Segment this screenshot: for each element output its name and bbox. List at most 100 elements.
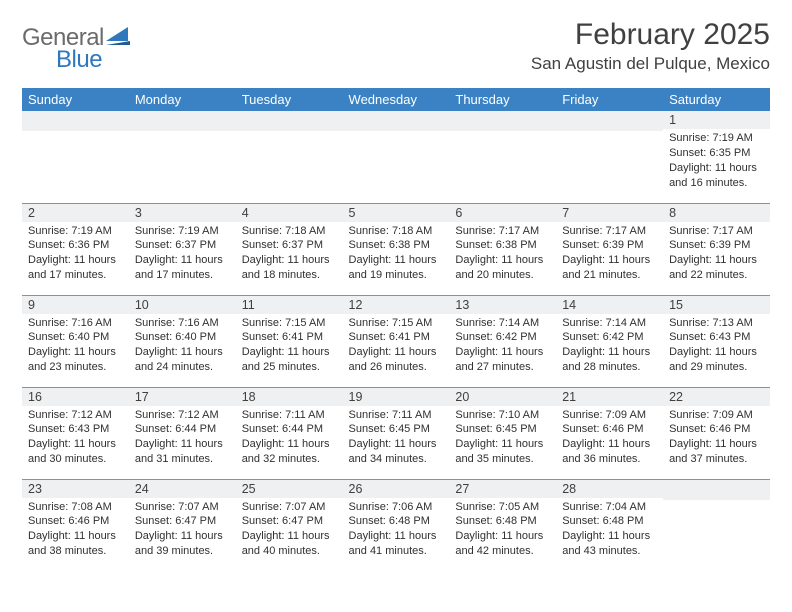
calendar-day-cell <box>663 479 770 571</box>
sunrise-line: Sunrise: 7:15 AM <box>242 316 337 331</box>
calendar-day-cell <box>556 111 663 203</box>
calendar-week-row: 1Sunrise: 7:19 AMSunset: 6:35 PMDaylight… <box>22 111 770 203</box>
calendar-day-cell: 11Sunrise: 7:15 AMSunset: 6:41 PMDayligh… <box>236 295 343 387</box>
daylight-line: Daylight: 11 hours and 23 minutes. <box>28 345 123 375</box>
sunset-line: Sunset: 6:43 PM <box>28 422 123 437</box>
day-details: Sunrise: 7:17 AMSunset: 6:39 PMDaylight:… <box>663 222 770 287</box>
sunrise-line: Sunrise: 7:04 AM <box>562 500 657 515</box>
calendar-day-cell: 20Sunrise: 7:10 AMSunset: 6:45 PMDayligh… <box>449 387 556 479</box>
location: San Agustin del Pulque, Mexico <box>531 54 770 74</box>
sunset-line: Sunset: 6:36 PM <box>28 238 123 253</box>
daylight-line: Daylight: 11 hours and 39 minutes. <box>135 529 230 559</box>
day-number: 6 <box>449 204 556 222</box>
sunrise-line: Sunrise: 7:18 AM <box>349 224 444 239</box>
empty-day-number <box>343 111 450 131</box>
calendar-day-cell: 2 Sunrise: 7:19 AMSunset: 6:36 PMDaylight… <box>22 203 129 295</box>
daylight-line: Daylight: 11 hours and 42 minutes. <box>455 529 550 559</box>
empty-day-number <box>236 111 343 131</box>
sunrise-line: Sunrise: 7:19 AM <box>669 131 764 146</box>
day-number: 17 <box>129 388 236 406</box>
calendar-page: General Blue February 2025 San Agustin d… <box>0 0 792 581</box>
daylight-line: Daylight: 11 hours and 26 minutes. <box>349 345 444 375</box>
sunset-line: Sunset: 6:40 PM <box>28 330 123 345</box>
daylight-line: Daylight: 11 hours and 18 minutes. <box>242 253 337 283</box>
day-number: 24 <box>129 480 236 498</box>
day-details: Sunrise: 7:05 AMSunset: 6:48 PMDaylight:… <box>449 498 556 563</box>
empty-day-number <box>22 111 129 131</box>
day-number: 18 <box>236 388 343 406</box>
day-number: 8 <box>663 204 770 222</box>
day-details: Sunrise: 7:07 AMSunset: 6:47 PMDaylight:… <box>236 498 343 563</box>
calendar-day-cell: 1Sunrise: 7:19 AMSunset: 6:35 PMDaylight… <box>663 111 770 203</box>
day-number: 10 <box>129 296 236 314</box>
sunset-line: Sunset: 6:45 PM <box>349 422 444 437</box>
day-number: 22 <box>663 388 770 406</box>
calendar-day-cell: 23Sunrise: 7:08 AMSunset: 6:46 PMDayligh… <box>22 479 129 571</box>
daylight-line: Daylight: 11 hours and 27 minutes. <box>455 345 550 375</box>
daylight-line: Daylight: 11 hours and 21 minutes. <box>562 253 657 283</box>
daylight-line: Daylight: 11 hours and 34 minutes. <box>349 437 444 467</box>
logo: General Blue <box>22 18 132 80</box>
calendar-week-row: 16Sunrise: 7:12 AMSunset: 6:43 PMDayligh… <box>22 387 770 479</box>
day-number: 27 <box>449 480 556 498</box>
day-number: 16 <box>22 388 129 406</box>
daylight-line: Daylight: 11 hours and 22 minutes. <box>669 253 764 283</box>
daylight-line: Daylight: 11 hours and 29 minutes. <box>669 345 764 375</box>
sunrise-line: Sunrise: 7:16 AM <box>28 316 123 331</box>
sunset-line: Sunset: 6:46 PM <box>28 514 123 529</box>
daylight-line: Daylight: 11 hours and 30 minutes. <box>28 437 123 467</box>
sunrise-line: Sunrise: 7:11 AM <box>349 408 444 423</box>
daylight-line: Daylight: 11 hours and 16 minutes. <box>669 161 764 191</box>
logo-text-blue: Blue <box>56 46 102 73</box>
calendar-day-cell: 16Sunrise: 7:12 AMSunset: 6:43 PMDayligh… <box>22 387 129 479</box>
day-number: 28 <box>556 480 663 498</box>
sunset-line: Sunset: 6:43 PM <box>669 330 764 345</box>
calendar-day-cell: 8Sunrise: 7:17 AMSunset: 6:39 PMDaylight… <box>663 203 770 295</box>
day-details: Sunrise: 7:12 AMSunset: 6:44 PMDaylight:… <box>129 406 236 471</box>
day-number: 12 <box>343 296 450 314</box>
daylight-line: Daylight: 11 hours and 35 minutes. <box>455 437 550 467</box>
calendar-day-cell: 9Sunrise: 7:16 AMSunset: 6:40 PMDaylight… <box>22 295 129 387</box>
sunset-line: Sunset: 6:38 PM <box>455 238 550 253</box>
day-details: Sunrise: 7:17 AMSunset: 6:38 PMDaylight:… <box>449 222 556 287</box>
day-details: Sunrise: 7:15 AMSunset: 6:41 PMDaylight:… <box>343 314 450 379</box>
sunset-line: Sunset: 6:46 PM <box>669 422 764 437</box>
daylight-line: Daylight: 11 hours and 32 minutes. <box>242 437 337 467</box>
title-block: February 2025 San Agustin del Pulque, Me… <box>531 18 770 74</box>
sunrise-line: Sunrise: 7:19 AM <box>28 224 123 239</box>
daylight-line: Daylight: 11 hours and 43 minutes. <box>562 529 657 559</box>
day-details: Sunrise: 7:14 AMSunset: 6:42 PMDaylight:… <box>556 314 663 379</box>
calendar-day-cell: 18Sunrise: 7:11 AMSunset: 6:44 PMDayligh… <box>236 387 343 479</box>
daylight-line: Daylight: 11 hours and 17 minutes. <box>28 253 123 283</box>
calendar-day-cell <box>129 111 236 203</box>
day-details: Sunrise: 7:11 AMSunset: 6:44 PMDaylight:… <box>236 406 343 471</box>
sunset-line: Sunset: 6:44 PM <box>135 422 230 437</box>
day-number: 13 <box>449 296 556 314</box>
calendar-week-row: 23Sunrise: 7:08 AMSunset: 6:46 PMDayligh… <box>22 479 770 571</box>
sunset-line: Sunset: 6:45 PM <box>455 422 550 437</box>
calendar-body: 1Sunrise: 7:19 AMSunset: 6:35 PMDaylight… <box>22 111 770 571</box>
calendar-day-cell: 6Sunrise: 7:17 AMSunset: 6:38 PMDaylight… <box>449 203 556 295</box>
calendar-day-cell: 25Sunrise: 7:07 AMSunset: 6:47 PMDayligh… <box>236 479 343 571</box>
sunset-line: Sunset: 6:37 PM <box>135 238 230 253</box>
calendar-day-cell: 4Sunrise: 7:18 AMSunset: 6:37 PMDaylight… <box>236 203 343 295</box>
sunset-line: Sunset: 6:39 PM <box>669 238 764 253</box>
calendar-day-cell: 21Sunrise: 7:09 AMSunset: 6:46 PMDayligh… <box>556 387 663 479</box>
daylight-line: Daylight: 11 hours and 37 minutes. <box>669 437 764 467</box>
day-details: Sunrise: 7:04 AMSunset: 6:48 PMDaylight:… <box>556 498 663 563</box>
day-details: Sunrise: 7:12 AMSunset: 6:43 PMDaylight:… <box>22 406 129 471</box>
sunset-line: Sunset: 6:48 PM <box>349 514 444 529</box>
day-details: Sunrise: 7:16 AMSunset: 6:40 PMDaylight:… <box>22 314 129 379</box>
calendar-day-cell: 15Sunrise: 7:13 AMSunset: 6:43 PMDayligh… <box>663 295 770 387</box>
day-number: 2 <box>22 204 129 222</box>
day-number: 26 <box>343 480 450 498</box>
day-details: Sunrise: 7:19 AMSunset: 6:37 PMDaylight:… <box>129 222 236 287</box>
day-number: 20 <box>449 388 556 406</box>
day-details: Sunrise: 7:08 AMSunset: 6:46 PMDaylight:… <box>22 498 129 563</box>
sunrise-line: Sunrise: 7:07 AM <box>135 500 230 515</box>
day-number: 5 <box>343 204 450 222</box>
calendar-day-cell: 26Sunrise: 7:06 AMSunset: 6:48 PMDayligh… <box>343 479 450 571</box>
calendar-day-cell: 24Sunrise: 7:07 AMSunset: 6:47 PMDayligh… <box>129 479 236 571</box>
day-details: Sunrise: 7:09 AMSunset: 6:46 PMDaylight:… <box>556 406 663 471</box>
calendar-day-cell: 19Sunrise: 7:11 AMSunset: 6:45 PMDayligh… <box>343 387 450 479</box>
